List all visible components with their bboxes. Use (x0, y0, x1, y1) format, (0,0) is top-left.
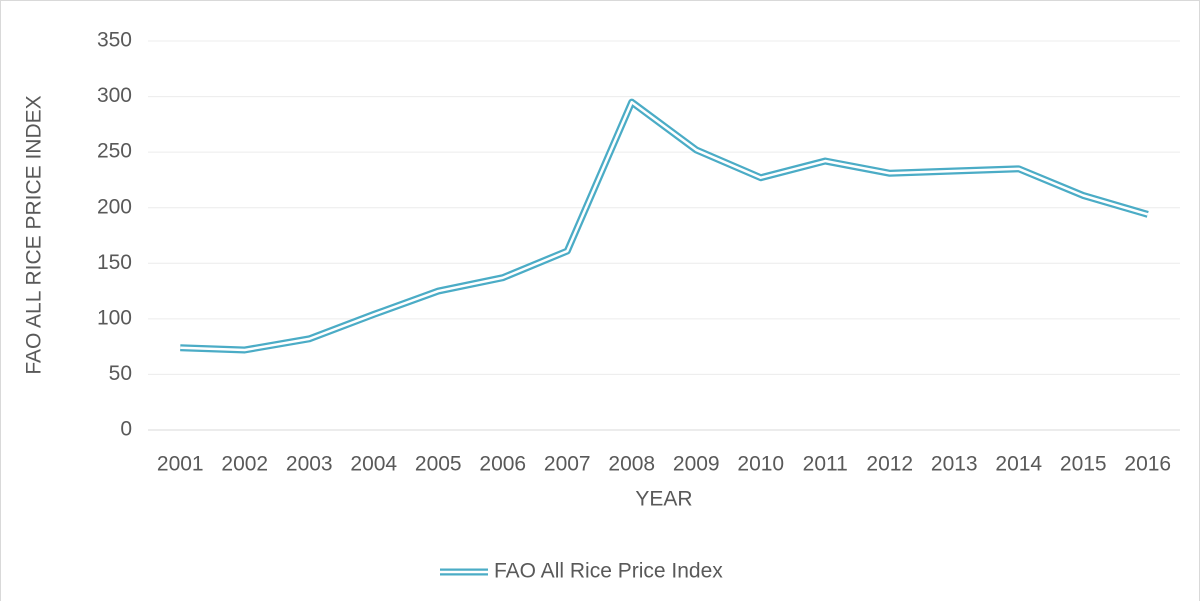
x-tick-label: 2005 (415, 453, 462, 476)
x-tick-label: 2016 (1124, 453, 1171, 476)
x-tick-label: 2011 (803, 453, 848, 476)
y-tick-label: 200 (97, 195, 132, 218)
x-tick-label: 2009 (673, 453, 720, 476)
y-tick-label: 300 (97, 84, 132, 107)
x-tick-label: 2001 (157, 453, 204, 476)
x-axis-title: YEAR (635, 488, 692, 511)
y-tick-label: 100 (97, 306, 132, 329)
x-tick-label: 2008 (608, 453, 655, 476)
x-tick-label: 2006 (479, 453, 526, 476)
legend-label: FAO All Rice Price Index (494, 560, 723, 583)
line-inner (180, 100, 1149, 352)
y-tick-label: 50 (109, 362, 132, 385)
y-tick-label: 0 (120, 418, 132, 441)
x-tick-label: 2014 (995, 453, 1042, 476)
x-tick-label: 2010 (737, 453, 784, 476)
x-tick-label: 2013 (931, 453, 978, 476)
y-tick-label: 250 (97, 140, 132, 163)
line (180, 98, 1149, 354)
y-axis-title: FAO ALL RICE PRICE INDEX (23, 95, 46, 374)
x-tick-label: 2003 (286, 453, 333, 476)
x-tick-label: 2002 (221, 453, 268, 476)
x-tick-label: 2015 (1060, 453, 1107, 476)
y-tick-label: 350 (97, 29, 132, 52)
x-tick-label: 2007 (544, 453, 591, 476)
x-tick-label: 2004 (350, 453, 397, 476)
x-tick-label: 2012 (866, 453, 913, 476)
y-tick-label: 150 (97, 251, 132, 274)
